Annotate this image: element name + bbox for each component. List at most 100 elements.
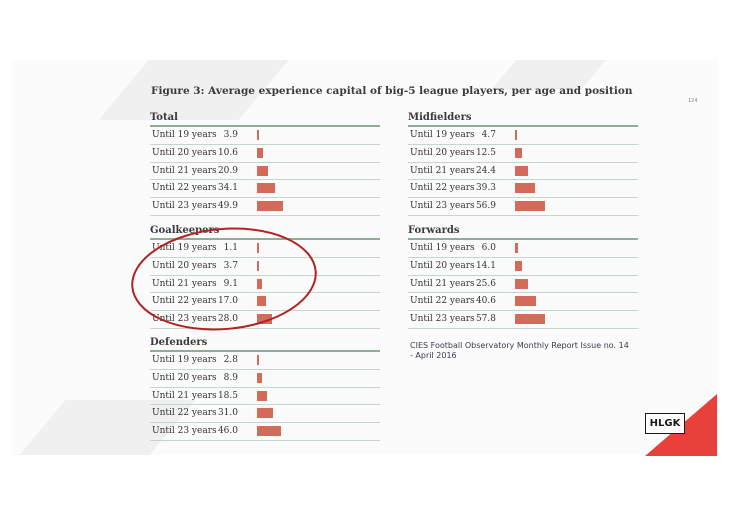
value-label: 24.4: [475, 165, 496, 176]
category-label: Until 19 years: [410, 243, 475, 253]
table-row: Until 22 years 39.3: [408, 180, 638, 199]
category-label: Until 21 years: [410, 165, 475, 176]
value-label: 31.0: [217, 408, 238, 419]
table-row: Until 20 years 3.7: [150, 258, 380, 276]
category-label: Until 23 years: [410, 314, 475, 325]
value-label: 17.0: [217, 296, 238, 307]
logo-text: HLGK: [649, 418, 681, 429]
category-label: Until 20 years: [410, 260, 475, 271]
table-row: Until 23 years 49.9: [150, 198, 380, 216]
page-number: 124: [688, 98, 698, 104]
bar: [515, 183, 536, 194]
bar: [257, 201, 283, 212]
value-label: 57.8: [475, 314, 496, 325]
panel-goalkeepers: Goalkeepers Until 19 years 1.1 Until 20 yea…: [150, 224, 380, 329]
value-label: 4.7: [481, 130, 496, 140]
category-label: Until 22 years: [152, 408, 217, 419]
table-row: Until 21 years 24.4: [408, 163, 638, 181]
category-label: Until 23 years: [152, 426, 217, 437]
bar: [257, 314, 272, 325]
category-label: Until 22 years: [152, 296, 217, 307]
bar: [515, 165, 528, 176]
bar: [257, 426, 281, 437]
value-label: 56.9: [475, 201, 496, 212]
panel-midfielders: Midfielders Until 19 years 4.7 Until 20 yea…: [408, 111, 638, 216]
value-label: 28.0: [217, 314, 238, 325]
table-row: Until 19 years 1.1: [150, 240, 380, 258]
table-row: Until 19 years 2.8: [150, 352, 380, 370]
panel-title: Defenders: [150, 336, 380, 352]
value-label: 3.7: [223, 260, 238, 271]
bar: [257, 278, 262, 289]
bar: [257, 147, 263, 158]
table-row: Until 23 years 57.8: [408, 311, 638, 329]
bar: [515, 243, 519, 253]
bar: [515, 147, 522, 158]
bar: [257, 243, 259, 253]
panel-title: Forwards: [408, 224, 638, 240]
category-label: Until 21 years: [152, 278, 217, 289]
table-row: Until 21 years 18.5: [150, 388, 380, 406]
category-label: Until 20 years: [410, 147, 475, 158]
value-label: 10.6: [217, 147, 238, 158]
table-row: Until 22 years 31.0: [150, 405, 380, 424]
category-label: Until 23 years: [152, 201, 217, 212]
value-label: 40.6: [475, 296, 496, 307]
category-label: Until 19 years: [152, 243, 217, 253]
panel-forwards: Forwards Until 19 years 6.0 Until 20 years 1…: [408, 224, 638, 329]
bar: [515, 260, 523, 271]
panel-total: Total Until 19 years 3.9 Until 20 years 10.6…: [150, 111, 380, 216]
bar: [515, 201, 545, 212]
panel-title: Midfielders: [408, 111, 638, 127]
bar: [257, 296, 266, 307]
value-label: 6.0: [481, 243, 496, 253]
category-label: Until 22 years: [410, 296, 475, 307]
category-label: Until 21 years: [152, 390, 217, 401]
bar: [515, 278, 529, 289]
table-row: Until 22 years 17.0: [150, 293, 380, 312]
footnote-line-2: - April 2016: [410, 351, 457, 360]
category-label: Until 23 years: [410, 201, 475, 212]
table-row: Until 22 years 40.6: [408, 293, 638, 312]
figure-title: Figure 3: Average experience capital of …: [151, 85, 633, 97]
value-label: 14.1: [475, 260, 496, 271]
value-label: 25.6: [475, 278, 496, 289]
category-label: Until 20 years: [152, 260, 217, 271]
panel-title: Total: [150, 111, 380, 127]
table-row: Until 20 years 12.5: [408, 145, 638, 163]
value-label: 39.3: [475, 183, 496, 194]
table-row: Until 21 years 25.6: [408, 276, 638, 294]
bar: [257, 408, 274, 419]
category-label: Until 19 years: [152, 130, 217, 140]
value-label: 34.1: [217, 183, 238, 194]
value-label: 49.9: [217, 201, 238, 212]
bar: [257, 355, 259, 365]
table-row: Until 23 years 56.9: [408, 198, 638, 216]
value-label: 2.8: [223, 355, 238, 365]
panel-defenders: Defenders Until 19 years 2.8 Until 20 years…: [150, 336, 380, 441]
category-label: Until 23 years: [152, 314, 217, 325]
table-row: Until 20 years 14.1: [408, 258, 638, 276]
table-row: Until 23 years 28.0: [150, 311, 380, 329]
value-label: 1.1: [223, 243, 238, 253]
table-row: Until 19 years 6.0: [408, 240, 638, 258]
bar: [257, 130, 260, 140]
table-row: Until 22 years 34.1: [150, 180, 380, 199]
table-row: Until 19 years 3.9: [150, 127, 380, 145]
value-label: 8.9: [223, 372, 238, 383]
table-row: Until 21 years 9.1: [150, 276, 380, 294]
bar: [257, 372, 262, 383]
category-label: Until 20 years: [152, 147, 217, 158]
value-label: 9.1: [223, 278, 238, 289]
source-footnote: CIES Football Observatory Monthly Report…: [410, 341, 660, 361]
table-row: Until 21 years 20.9: [150, 163, 380, 181]
category-label: Until 22 years: [152, 183, 217, 194]
bar: [515, 314, 546, 325]
table-row: Until 19 years 4.7: [408, 127, 638, 145]
category-label: Until 20 years: [152, 372, 217, 383]
bar: [515, 296, 537, 307]
panel-title: Goalkeepers: [150, 224, 380, 240]
value-label: 46.0: [217, 426, 238, 437]
bar: [257, 165, 268, 176]
value-label: 12.5: [475, 147, 496, 158]
